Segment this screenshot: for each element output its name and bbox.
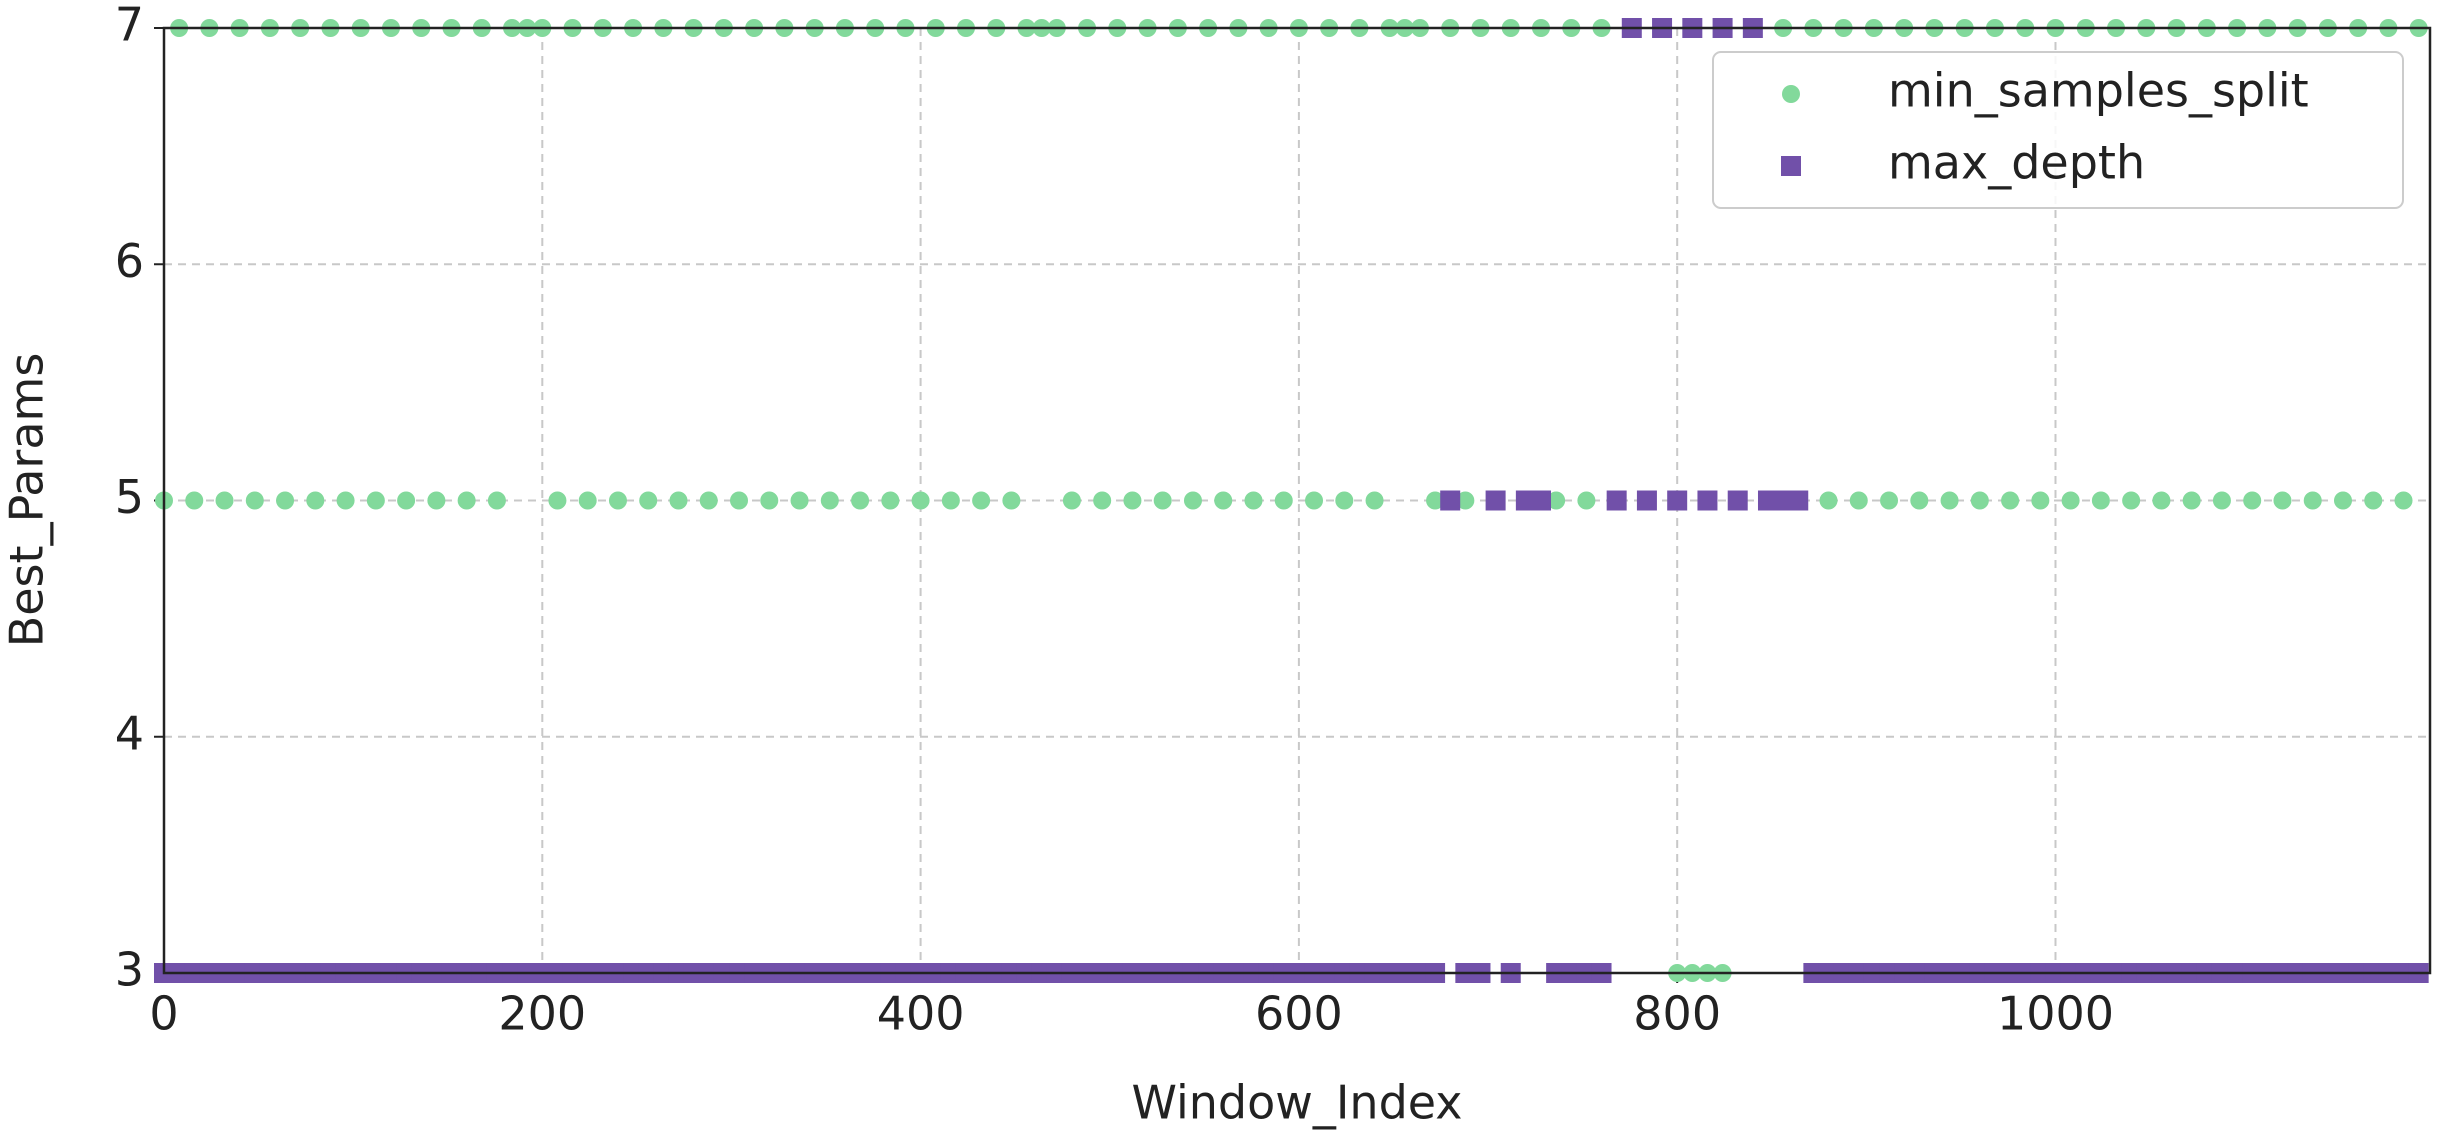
point	[699, 491, 718, 510]
point	[2212, 491, 2231, 510]
point	[1153, 491, 1172, 510]
legend-box	[1712, 51, 2404, 209]
point	[1183, 491, 1202, 510]
point	[1819, 491, 1838, 510]
point	[1515, 490, 1536, 511]
point	[1485, 490, 1506, 511]
point	[2364, 491, 2383, 510]
x-axis-label: Window_Index	[1131, 1076, 1462, 1130]
point	[1123, 491, 1142, 510]
y-axis-label: Best_Params	[0, 353, 54, 648]
point	[1667, 490, 1688, 511]
y-tick-label: 3	[115, 943, 144, 997]
point	[2031, 491, 2050, 510]
point	[1440, 490, 1461, 511]
x-tick-label: 600	[1255, 987, 1343, 1041]
point	[366, 491, 385, 510]
point	[608, 491, 627, 510]
point	[185, 491, 204, 510]
point	[1788, 490, 1809, 511]
point	[1214, 491, 1233, 510]
point	[1970, 491, 1989, 510]
point	[306, 491, 325, 510]
point	[2394, 491, 2413, 510]
legend-marker	[1781, 156, 1801, 176]
x-tick-label: 0	[149, 987, 178, 1041]
point	[2152, 491, 2171, 510]
point	[245, 491, 264, 510]
y-tick-label: 6	[115, 234, 144, 288]
point	[578, 491, 597, 510]
y-tick-label: 5	[115, 470, 144, 524]
point	[1547, 491, 1566, 510]
point	[1577, 491, 1596, 510]
point	[1244, 491, 1263, 510]
point	[2061, 491, 2080, 510]
point	[1305, 491, 1324, 510]
point	[1727, 490, 1748, 511]
x-tick-label: 200	[498, 987, 586, 1041]
plot-frame	[162, 26, 2432, 975]
point	[1697, 490, 1718, 511]
legend-marker	[1782, 85, 1800, 103]
y-tick-label: 4	[115, 706, 144, 760]
point	[2001, 491, 2020, 510]
point	[2273, 491, 2292, 510]
point	[1849, 491, 1868, 510]
point	[1606, 490, 1627, 511]
point	[2333, 491, 2352, 510]
point	[760, 491, 779, 510]
point	[2243, 491, 2262, 510]
y-tick-label: 7	[115, 0, 144, 52]
x-tick-label: 800	[1633, 987, 1721, 1041]
point	[2303, 491, 2322, 510]
x-tick-label: 400	[877, 987, 965, 1041]
point	[1426, 491, 1445, 510]
point	[1757, 490, 1778, 511]
point	[1940, 491, 1959, 510]
point	[487, 491, 506, 510]
point	[1880, 491, 1899, 510]
point	[1365, 491, 1384, 510]
point	[1335, 491, 1354, 510]
point	[457, 491, 476, 510]
point	[730, 491, 749, 510]
point	[1002, 491, 1021, 510]
legend-label: min_samples_split	[1888, 64, 2309, 118]
point	[1093, 491, 1112, 510]
point	[972, 491, 991, 510]
x-tick-label: 1000	[1997, 987, 2114, 1041]
point	[548, 491, 567, 510]
point	[669, 491, 688, 510]
point	[790, 491, 809, 510]
point	[941, 491, 960, 510]
point	[1456, 491, 1475, 510]
point	[1910, 491, 1929, 510]
point	[820, 491, 839, 510]
point	[851, 491, 870, 510]
point	[881, 491, 900, 510]
point	[639, 491, 658, 510]
point	[2182, 491, 2201, 510]
point	[1274, 491, 1293, 510]
point	[1531, 490, 1552, 511]
point	[911, 491, 930, 510]
point	[397, 491, 416, 510]
point	[427, 491, 446, 510]
legend-label: max_depth	[1888, 136, 2145, 190]
point	[2091, 491, 2110, 510]
point	[1773, 490, 1794, 511]
point	[215, 491, 234, 510]
point	[336, 491, 355, 510]
point	[276, 491, 295, 510]
point	[2122, 491, 2141, 510]
point	[1636, 490, 1657, 511]
point	[1062, 491, 1081, 510]
